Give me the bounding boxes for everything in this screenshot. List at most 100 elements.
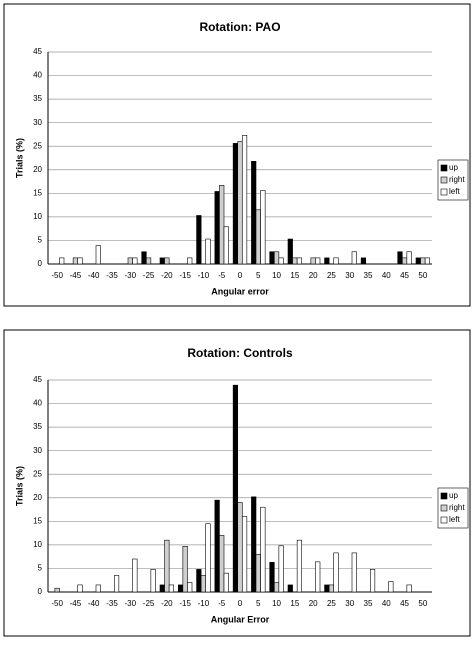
bar	[351, 251, 357, 265]
bar	[278, 545, 284, 593]
bar	[241, 516, 248, 593]
x-tick-label: -10	[198, 599, 210, 608]
bar	[324, 257, 330, 265]
bar	[219, 185, 225, 265]
bar	[159, 257, 165, 265]
chart-title: Rotation: PAO	[199, 20, 280, 34]
bar	[255, 554, 261, 593]
bar	[200, 575, 207, 593]
bar	[388, 581, 394, 593]
bar	[255, 209, 261, 265]
x-tick-label: 15	[290, 271, 299, 280]
bar	[214, 499, 220, 593]
x-tick-label: -30	[125, 271, 137, 280]
y-tick-label: 15	[33, 188, 42, 197]
x-tick-label: 25	[327, 271, 336, 280]
x-tick-label: 5	[256, 271, 261, 280]
y-tick-label: 15	[33, 516, 42, 525]
bar	[187, 582, 193, 593]
bar	[159, 584, 165, 593]
bar	[315, 561, 321, 593]
x-tick-label: 5	[256, 599, 261, 608]
bar	[287, 238, 293, 265]
bar	[182, 546, 188, 593]
x-tick-label: -40	[88, 271, 100, 280]
y-tick-label: 0	[38, 259, 43, 268]
bar	[406, 584, 412, 593]
chart-frame	[3, 329, 471, 637]
legend-swatch	[440, 504, 448, 512]
bar	[273, 251, 280, 265]
y-axis-label: Trials (%)	[14, 466, 24, 506]
x-tick-label: -5	[218, 599, 226, 608]
y-tick-label: 5	[38, 564, 43, 573]
bar	[164, 539, 170, 593]
bar	[177, 584, 184, 593]
bar	[141, 251, 147, 265]
y-tick-label: 35	[33, 422, 42, 431]
bar	[196, 215, 202, 265]
y-tick-label: 0	[38, 587, 43, 596]
legend-label: right	[449, 175, 465, 184]
x-tick-label: 25	[327, 599, 336, 608]
bar	[260, 190, 266, 265]
bar	[187, 257, 193, 265]
bar	[132, 558, 138, 593]
x-tick-label: 30	[345, 599, 354, 608]
bar	[77, 257, 83, 265]
bar	[406, 251, 412, 265]
bar	[241, 135, 248, 265]
legend-label: left	[449, 187, 460, 196]
y-tick-label: 30	[33, 118, 42, 127]
bar	[351, 552, 357, 593]
bar	[54, 587, 60, 593]
x-tick-label: 35	[364, 599, 373, 608]
x-tick-label: 50	[418, 271, 427, 280]
x-tick-label: 30	[345, 271, 354, 280]
x-tick-label: -45	[70, 599, 82, 608]
bar	[251, 496, 257, 593]
legend-swatch	[440, 516, 448, 524]
bar	[328, 584, 335, 593]
y-tick-label: 10	[33, 212, 42, 221]
bar	[260, 506, 266, 593]
bar	[59, 257, 65, 265]
y-tick-label: 20	[33, 493, 42, 502]
x-tick-label: 45	[400, 271, 409, 280]
x-tick-label: -10	[198, 271, 210, 280]
y-tick-label: 45	[33, 375, 42, 384]
y-tick-label: 5	[38, 236, 43, 245]
bar	[315, 257, 321, 265]
legend-label: up	[449, 163, 458, 172]
x-tick-label: -20	[161, 271, 173, 280]
x-tick-label: -35	[106, 271, 118, 280]
x-tick-label: -15	[179, 271, 191, 280]
y-tick-label: 25	[33, 141, 42, 150]
bar	[287, 584, 293, 593]
bar	[273, 582, 280, 593]
y-tick-label: 45	[33, 47, 42, 56]
x-tick-label: 35	[364, 271, 373, 280]
y-axis-label: Trials (%)	[14, 138, 24, 178]
legend-label: left	[449, 515, 460, 524]
y-tick-label: 40	[33, 399, 42, 408]
bar	[164, 257, 170, 265]
bar	[369, 569, 376, 593]
y-tick-label: 30	[33, 446, 42, 455]
bar	[223, 572, 229, 593]
bar	[145, 257, 152, 265]
x-tick-label: -5	[218, 271, 226, 280]
chart-frame	[3, 3, 471, 307]
bar	[232, 384, 239, 593]
legend-swatch	[440, 176, 448, 184]
x-tick-label: -20	[161, 599, 173, 608]
bar	[310, 257, 316, 265]
y-tick-label: 35	[33, 94, 42, 103]
x-tick-label: 20	[309, 599, 318, 608]
legend-label: up	[449, 491, 458, 500]
bar	[401, 257, 408, 265]
x-tick-label: -25	[143, 271, 155, 280]
bar	[95, 245, 101, 265]
x-tick-label: -45	[70, 271, 82, 280]
x-tick-label: -30	[125, 599, 137, 608]
